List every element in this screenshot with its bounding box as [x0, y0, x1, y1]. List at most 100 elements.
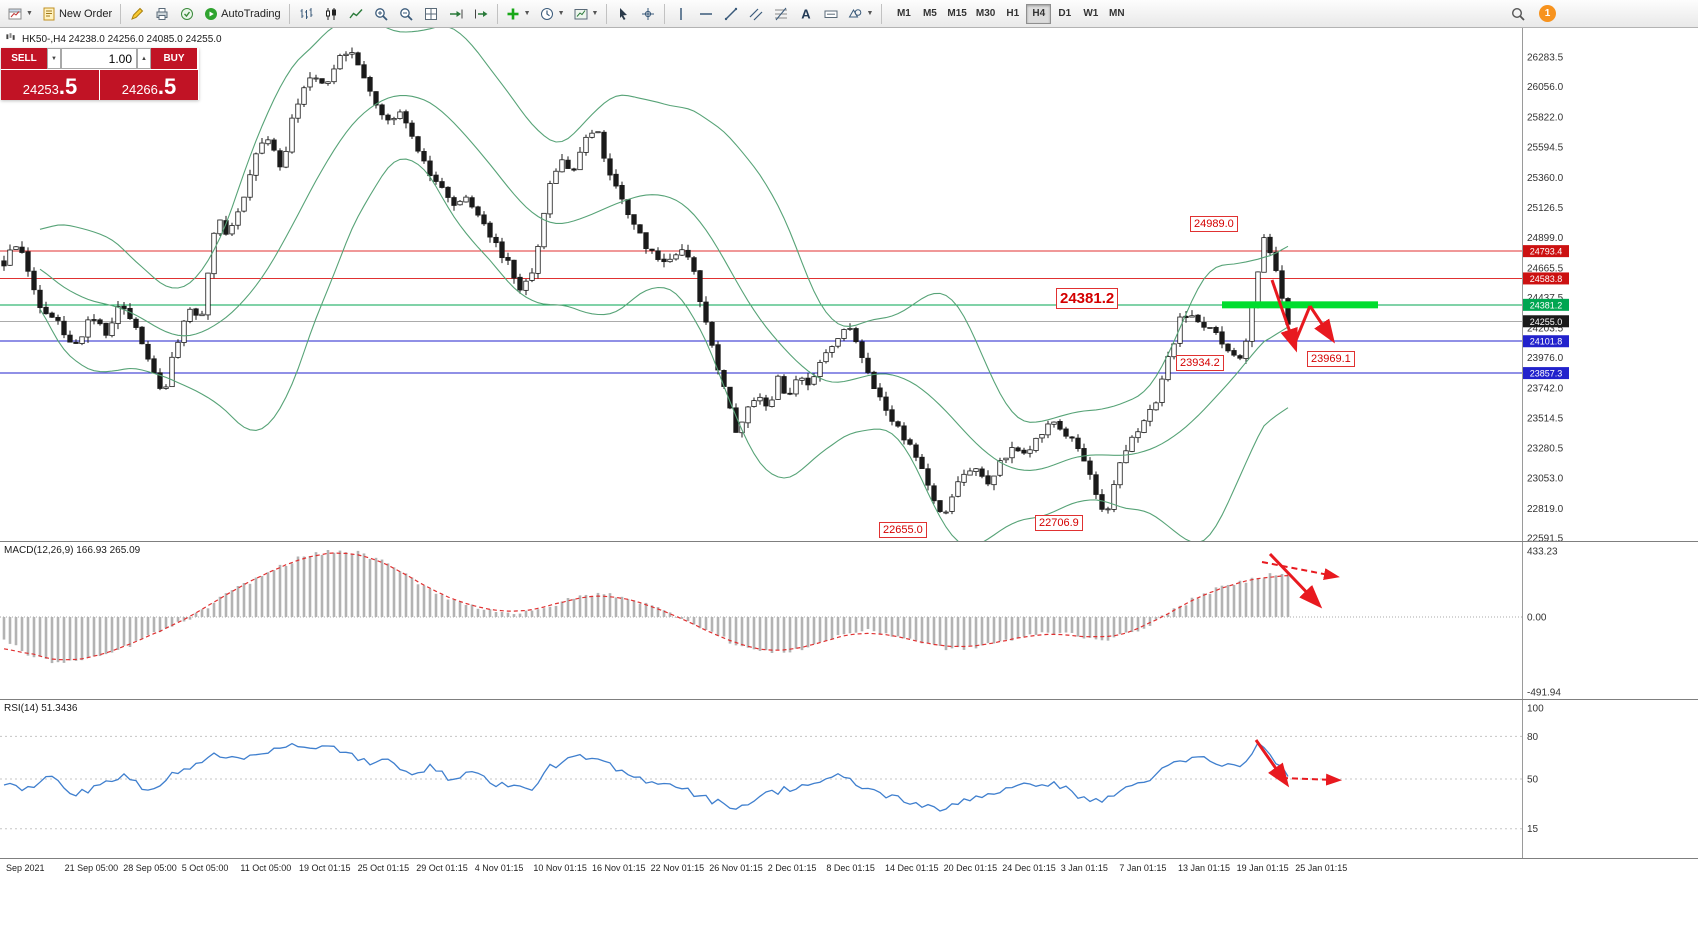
- zoom-in-button[interactable]: [369, 2, 393, 26]
- chart-ohlc-header: HK50-,H4 24238.0 24256.0 24085.0 24255.0: [6, 32, 222, 46]
- bar-chart-button[interactable]: [294, 2, 318, 26]
- zoom-out-button[interactable]: [394, 2, 418, 26]
- svg-text:24255.0: 24255.0: [1530, 317, 1563, 327]
- svg-text:15: 15: [1527, 824, 1539, 835]
- new-chart-button[interactable]: ▼: [4, 2, 37, 26]
- horizontal-line-button[interactable]: [694, 2, 718, 26]
- svg-text:100: 100: [1527, 704, 1544, 715]
- volume-decrease-button[interactable]: ▼: [47, 48, 61, 69]
- buy-price-button[interactable]: 24266.5: [100, 70, 198, 100]
- svg-text:24203.5: 24203.5: [1527, 323, 1564, 334]
- timeframe-mn-button[interactable]: MN: [1104, 4, 1129, 24]
- timeframe-d1-button[interactable]: D1: [1052, 4, 1077, 24]
- autotrading-button[interactable]: AutoTrading: [200, 2, 285, 26]
- time-label: 3 Jan 01:15: [1060, 863, 1108, 873]
- time-label: 10 Nov 01:15: [533, 863, 587, 873]
- time-label: 14 Dec 01:15: [885, 863, 939, 873]
- indicators-button[interactable]: ▼: [502, 2, 535, 26]
- time-label: 13 Jan 01:15: [1178, 863, 1231, 873]
- candle-chart-button[interactable]: [319, 2, 343, 26]
- periods-button[interactable]: ▼: [536, 2, 569, 26]
- time-axis[interactable]: Sep 2021 21 Sep 05:00 28 Sep 05:00 5 Oct 05…: [0, 858, 1698, 878]
- buy-button[interactable]: BUY: [151, 48, 197, 69]
- time-label: 24 Dec 01:15: [1002, 863, 1056, 873]
- svg-text:A: A: [802, 7, 812, 21]
- time-label: 4 Nov 01:15: [474, 863, 524, 873]
- time-label: 26 Nov 01:15: [709, 863, 763, 873]
- svg-text:24665.5: 24665.5: [1527, 263, 1564, 274]
- svg-text:22591.5: 22591.5: [1527, 534, 1564, 542]
- timeframe-m30-button[interactable]: M30: [972, 4, 999, 24]
- price-annotation[interactable]: 23969.1: [1307, 351, 1355, 367]
- crosshair-button[interactable]: [636, 2, 660, 26]
- timeframe-m1-button[interactable]: M1: [891, 4, 916, 24]
- trendline-button[interactable]: [719, 2, 743, 26]
- macd-chart-canvas[interactable]: 433.23 0.00 -491.94: [0, 542, 1698, 699]
- price-chart-canvas[interactable]: 26283.5 26056.0 25822.0 25594.5 25360.0 25126…: [0, 28, 1698, 541]
- volume-increase-button[interactable]: ▲: [137, 48, 151, 69]
- experts-button[interactable]: [175, 2, 199, 26]
- volume-input[interactable]: [61, 48, 137, 69]
- svg-text:23742.0: 23742.0: [1527, 384, 1564, 395]
- new-order-button[interactable]: New Order: [38, 2, 116, 26]
- svg-text:50: 50: [1527, 775, 1539, 786]
- svg-text:26283.5: 26283.5: [1527, 53, 1564, 64]
- svg-text:23857.3: 23857.3: [1530, 369, 1563, 379]
- macd-panel: 433.23 0.00 -491.94 MACD(12,26,9) 166.93 2…: [0, 541, 1698, 699]
- price-annotation[interactable]: 23934.2: [1176, 355, 1224, 371]
- price-annotation[interactable]: 24381.2: [1056, 288, 1119, 309]
- buy-price-main: 24266: [121, 81, 158, 97]
- svg-text:24793.4: 24793.4: [1530, 247, 1563, 257]
- toolbar-separator: [664, 3, 666, 24]
- price-annotation[interactable]: 22655.0: [879, 522, 927, 538]
- time-label: 25 Oct 01:15: [357, 863, 410, 873]
- price-annotation[interactable]: 24989.0: [1190, 216, 1238, 232]
- timeframe-m5-button[interactable]: M5: [917, 4, 942, 24]
- shapes-button[interactable]: ▼: [844, 2, 877, 26]
- toolbar-separator: [881, 3, 883, 24]
- toolbar-separator: [120, 3, 122, 24]
- sell-price-button[interactable]: 24253.5: [1, 70, 99, 100]
- metaeditor-button[interactable]: [125, 2, 149, 26]
- timeframe-m15-button[interactable]: M15: [943, 4, 970, 24]
- svg-text:0.00: 0.00: [1527, 613, 1547, 624]
- rsi-label: RSI(14) 51.3436: [4, 703, 78, 714]
- vertical-line-button[interactable]: [669, 2, 693, 26]
- templates-button[interactable]: ▼: [570, 2, 603, 26]
- auto-scroll-button[interactable]: [444, 2, 468, 26]
- timeframe-w1-button[interactable]: W1: [1078, 4, 1103, 24]
- toolbar-buttons: ▼ New Order AutoTrading ▼ ▼ ▼ A ▼: [4, 2, 885, 26]
- timeframe-h4-button[interactable]: H4: [1026, 3, 1052, 24]
- line-chart-button[interactable]: [344, 2, 368, 26]
- svg-text:433.23: 433.23: [1527, 547, 1558, 558]
- chart-shift-button[interactable]: [469, 2, 493, 26]
- label-button[interactable]: [819, 2, 843, 26]
- price-annotation[interactable]: 22706.9: [1035, 515, 1083, 531]
- svg-text:24583.8: 24583.8: [1530, 274, 1563, 284]
- toolbar-right: 1: [1506, 2, 1694, 26]
- rsi-chart-canvas[interactable]: 100 80 50 15: [0, 700, 1698, 858]
- print-button[interactable]: [150, 2, 174, 26]
- cursor-button[interactable]: [611, 2, 635, 26]
- fibonacci-button[interactable]: [769, 2, 793, 26]
- time-label: 7 Jan 01:15: [1119, 863, 1167, 873]
- sell-price-main: 24253: [22, 81, 59, 97]
- time-label: 5 Oct 05:00: [181, 863, 229, 873]
- time-label: 16 Nov 01:15: [592, 863, 646, 873]
- time-label: 19 Oct 01:15: [299, 863, 351, 873]
- tile-windows-button[interactable]: [419, 2, 443, 26]
- one-click-trading-panel: SELL ▼ ▲ BUY 24253.5 24266.5: [1, 48, 199, 100]
- svg-text:22819.0: 22819.0: [1527, 504, 1564, 515]
- notification-badge[interactable]: 1: [1539, 5, 1556, 22]
- sell-button[interactable]: SELL: [1, 48, 47, 69]
- channel-button[interactable]: [744, 2, 768, 26]
- svg-text:25126.5: 25126.5: [1527, 203, 1564, 214]
- time-label: 29 Oct 01:15: [416, 863, 468, 873]
- time-label: Sep 2021: [6, 863, 45, 873]
- timeframe-toolbar: M1 M5 M15 M30 H1 H4 D1 W1 MN: [891, 3, 1129, 24]
- search-button[interactable]: [1506, 2, 1530, 26]
- svg-text:80: 80: [1527, 732, 1539, 743]
- svg-text:-491.94: -491.94: [1527, 687, 1561, 698]
- text-button[interactable]: A: [794, 2, 818, 26]
- timeframe-h1-button[interactable]: H1: [1000, 4, 1025, 24]
